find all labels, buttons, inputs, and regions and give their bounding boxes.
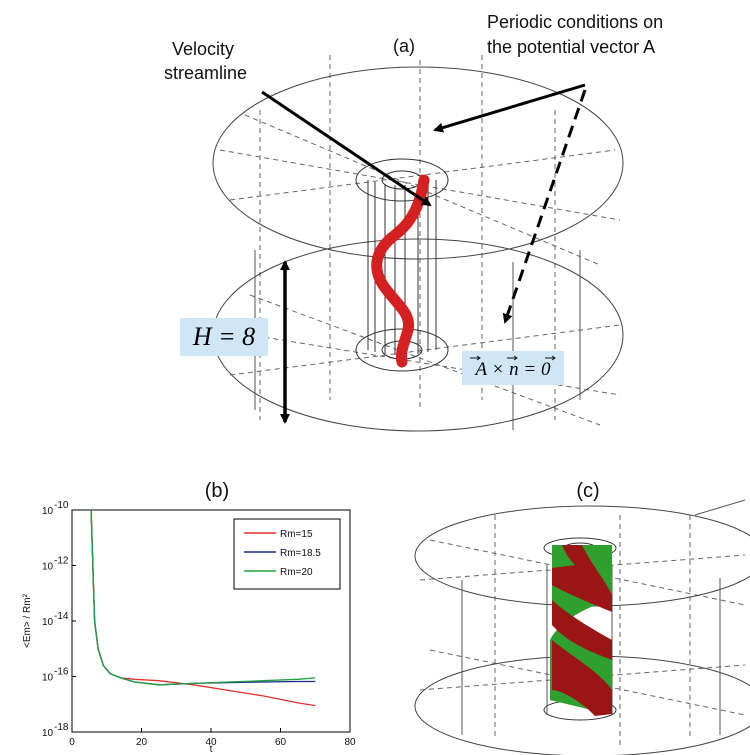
helix-red-middle	[552, 600, 612, 660]
helix-red-bottom	[552, 640, 612, 716]
velocity-label-line2: streamline	[164, 63, 247, 83]
periodic-arrow	[433, 83, 586, 133]
chart-series-lines	[90, 509, 316, 707]
helix-green-right-edge	[595, 545, 612, 575]
y-tick-label: 10	[42, 617, 54, 628]
legend-label: Rm=20	[280, 567, 313, 578]
periodic-label-line2: the potential vector A	[487, 37, 655, 57]
periodic-label-line1: Periodic conditions on	[487, 12, 663, 32]
velocity-arrow	[261, 90, 432, 207]
y-tick-exponent: -14	[54, 611, 69, 622]
panel-c: (c)	[414, 480, 750, 755]
panel-c-label: (c)	[576, 480, 599, 502]
y-tick-label: 10	[42, 673, 54, 684]
y-tick-label: 10	[42, 728, 54, 739]
bc-eq-box	[462, 351, 564, 385]
legend-label: Rm=15	[280, 529, 313, 540]
series-line-rm-20	[90, 509, 316, 686]
helix-green-top-left	[552, 545, 575, 568]
bc-vector-arrows	[470, 355, 556, 361]
x-tick-label: 80	[344, 737, 356, 748]
chart-xlabel: t	[210, 744, 213, 755]
y-tick-exponent: -16	[54, 667, 69, 678]
bc-dashed-arrow	[502, 89, 587, 324]
bc-eq: A × n = 0	[474, 359, 551, 380]
double-helix	[550, 545, 612, 716]
legend-label: Rm=18.5	[280, 548, 321, 559]
panel-a: (a) Velocity streamline Periodic conditi…	[164, 12, 663, 432]
chart-legend: Rm=15 Rm=18.5 Rm=20	[233, 518, 341, 590]
x-tick-label: 0	[69, 737, 75, 748]
chart-legend-items: Rm=15 Rm=18.5 Rm=20	[244, 529, 321, 578]
y-tick-label: 10	[42, 506, 54, 517]
panel-b-label: (b)	[205, 480, 229, 502]
x-tick-label: 60	[275, 737, 287, 748]
height-eq: H = 8	[192, 322, 255, 351]
chart-legend-box	[233, 518, 341, 590]
panel-c-corner-line	[694, 499, 746, 516]
panel-a-label: (a)	[393, 36, 415, 56]
chart-ylabel: <Em> / Rm²	[22, 593, 33, 648]
x-tick-label: 40	[205, 737, 217, 748]
y-tick-exponent: -10	[54, 500, 69, 511]
y-tick-exponent: -12	[54, 556, 69, 567]
velocity-streamline-tube	[371, 174, 430, 368]
y-tick-exponent: -18	[54, 722, 69, 733]
velocity-label-line1: Velocity	[172, 39, 234, 59]
y-tick-label: 10	[42, 562, 54, 573]
x-tick-label: 20	[136, 737, 148, 748]
height-eq-box	[180, 318, 268, 356]
